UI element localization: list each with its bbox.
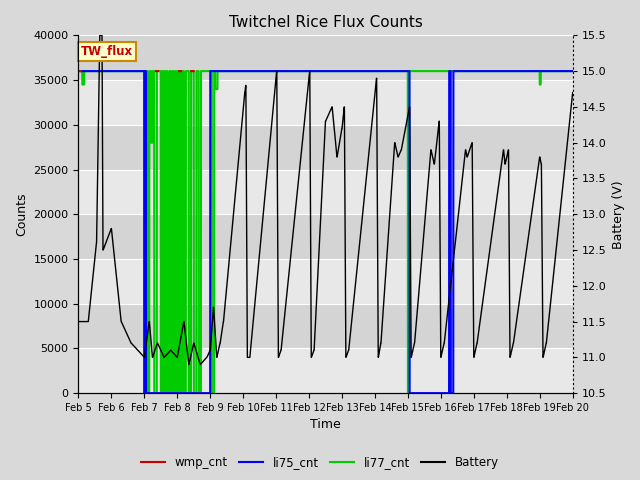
Bar xyxy=(79,348,573,393)
Bar xyxy=(79,259,573,304)
Text: TW_flux: TW_flux xyxy=(81,45,133,58)
Legend: wmp_cnt, li75_cnt, li77_cnt, Battery: wmp_cnt, li75_cnt, li77_cnt, Battery xyxy=(137,452,503,474)
Bar xyxy=(79,214,573,259)
Bar xyxy=(79,169,573,214)
Bar xyxy=(79,80,573,125)
Y-axis label: Battery (V): Battery (V) xyxy=(612,180,625,249)
Y-axis label: Counts: Counts xyxy=(15,192,28,236)
X-axis label: Time: Time xyxy=(310,419,341,432)
Bar xyxy=(79,304,573,348)
Bar xyxy=(79,36,573,80)
Bar xyxy=(79,125,573,169)
Title: Twitchel Rice Flux Counts: Twitchel Rice Flux Counts xyxy=(228,15,422,30)
